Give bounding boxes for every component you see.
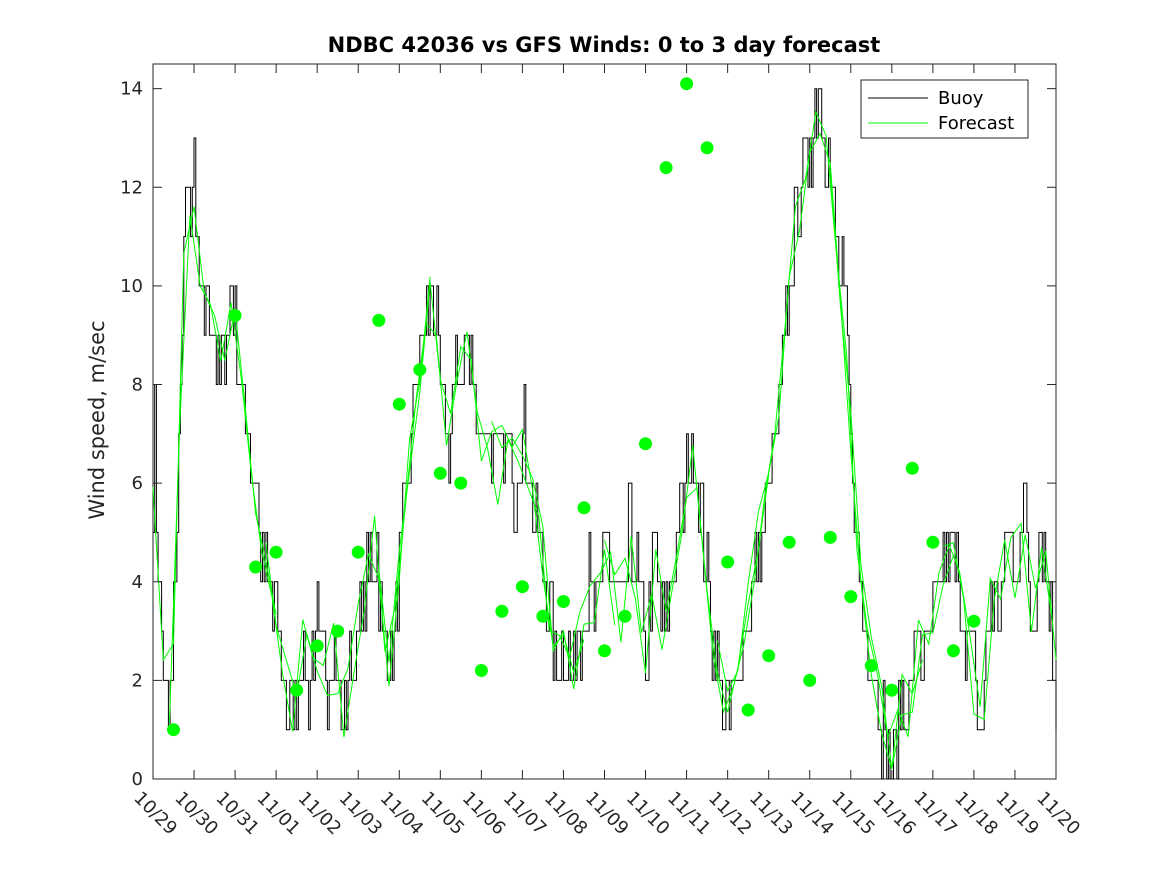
forecast-point [228,309,242,322]
forecast-point [926,535,940,549]
series-forecast-line [168,110,1053,739]
forecast-point [515,580,529,594]
y-tick-label: 12 [120,177,143,198]
series-forecast-line [829,169,954,770]
forecast-point [762,649,776,663]
forecast-point [474,664,488,677]
y-tick-label: 10 [120,276,143,297]
chart-title: NDBC 42036 vs GFS Winds: 0 to 3 day fore… [328,33,881,57]
forecast-point [433,466,447,480]
y-tick-label: 8 [132,375,143,396]
forecast-point [577,501,591,515]
forecast-point [413,363,427,377]
forecast-point [495,604,509,618]
plot-area [152,63,1057,780]
forecast-point [372,313,386,327]
forecast-point [454,476,468,490]
forecast-point [844,590,858,604]
legend-forecast-label: Forecast [938,113,1014,134]
forecast-point [351,545,365,559]
forecast-point [392,397,406,411]
forecast-point [721,555,735,569]
forecast-point [659,161,673,175]
y-tick-label: 4 [132,572,143,593]
forecast-point [946,644,960,658]
y-axis-label: Wind speed, m/sec [85,320,109,519]
forecast-point [864,659,878,673]
series-buoy-line [153,88,1057,780]
y-axis-ticks: 0 2 4 6 8 10 12 14 [120,79,1056,790]
y-tick-label: 6 [132,473,143,494]
forecast-point [905,461,919,475]
forecast-point [782,535,796,549]
forecast-point [557,595,570,608]
forecast-point [249,560,263,574]
forecast-point [885,683,899,697]
forecast-point [700,141,714,155]
series-forecast-line [716,132,924,770]
series-forecast-line [152,206,277,662]
forecast-point [639,437,652,451]
forecast-point [269,545,283,559]
forecast-point [618,609,632,623]
forecast-point [967,614,981,628]
legend-buoy-label: Buoy [938,88,984,109]
forecast-point [331,624,345,638]
forecast-point [167,723,180,737]
y-tick-label: 2 [132,670,143,691]
forecast-point [598,644,611,658]
legend: Buoy Forecast [860,79,1029,139]
forecast-point [741,703,755,717]
series-forecast-line [491,420,616,689]
legend-box [860,79,1029,139]
series-forecast-line [378,281,585,674]
forecast-point [680,77,694,91]
forecast-point [310,639,324,653]
forecast-point [536,609,550,623]
y-tick-label: 14 [120,79,143,100]
y-tick-label: 0 [132,769,143,790]
forecast-point [803,673,817,687]
forecast-point [290,683,304,697]
forecast-point [823,530,837,544]
